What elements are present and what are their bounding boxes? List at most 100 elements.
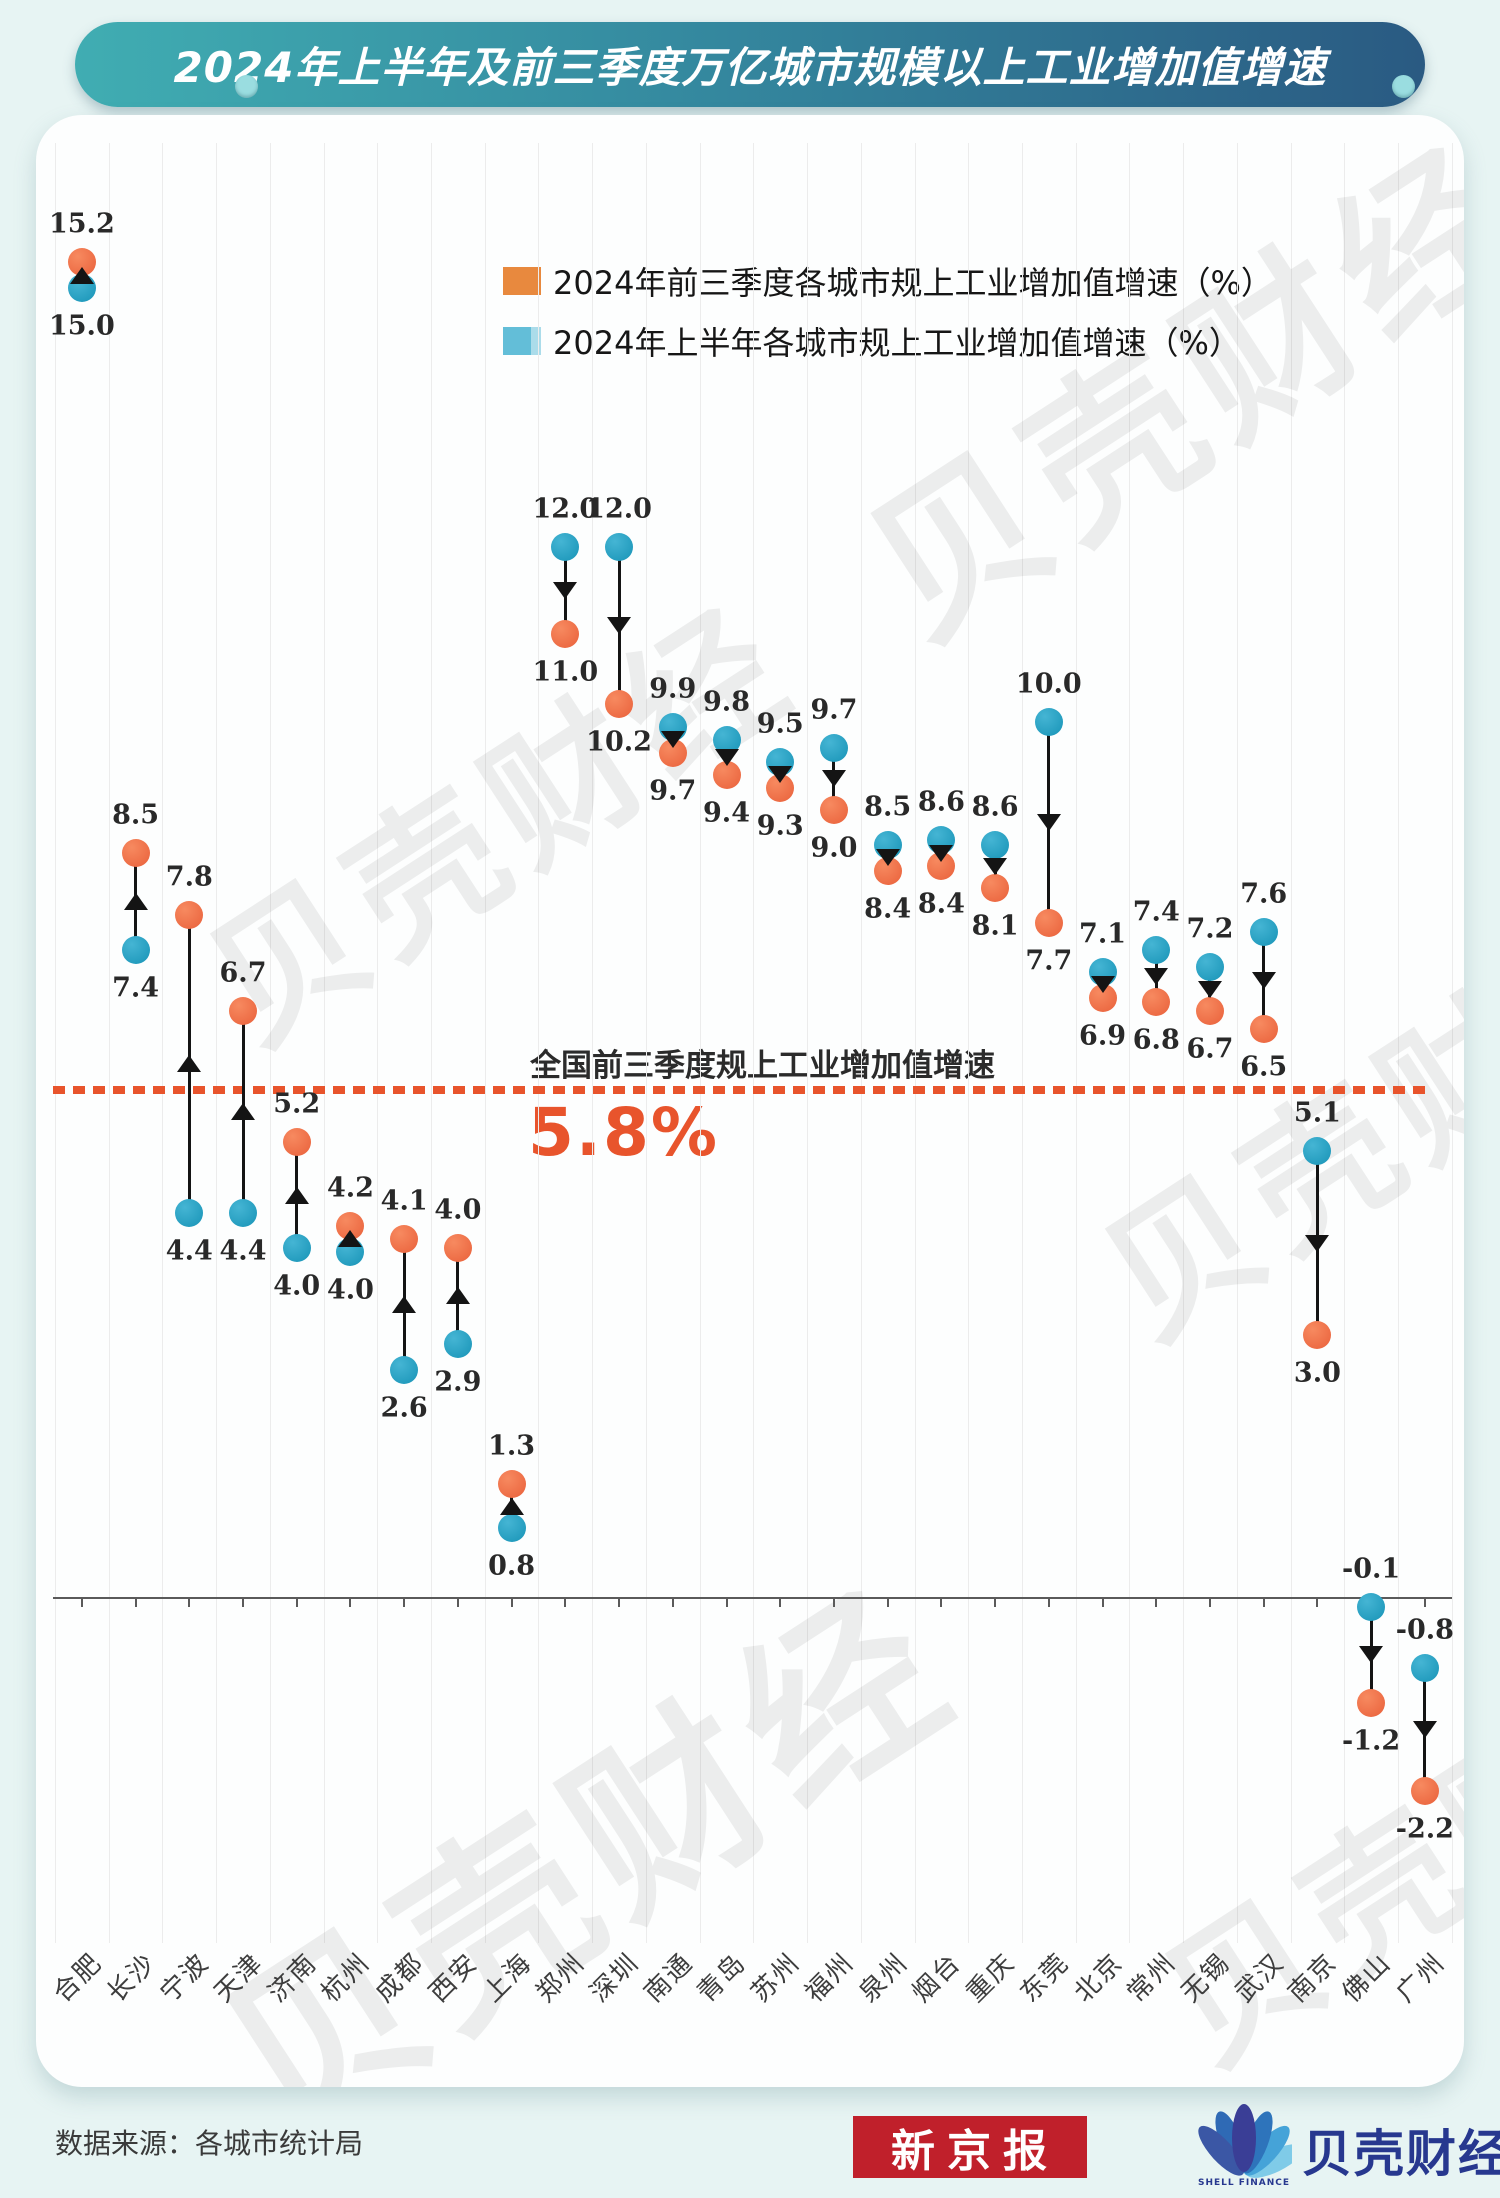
x-axis-tick [188, 1599, 191, 1607]
watermark-text: 贝壳财经 [836, 115, 1464, 677]
value-label-top-合肥: 15.2 [48, 208, 115, 240]
shell-finance-wordmark: 贝壳财经 [1302, 2125, 1500, 2183]
legend-item-q3: 2024年前三季度各城市规上工业增加值增速（%） [503, 258, 1273, 304]
gridline [377, 143, 379, 1943]
value-label-bottom-长沙: 7.4 [112, 972, 160, 1004]
trend-arrow-福州 [821, 770, 846, 788]
gridline [753, 143, 755, 1943]
x-axis-tick [242, 1599, 245, 1607]
h1-dot-济南 [282, 1233, 311, 1262]
q3-dot-无锡 [1195, 997, 1224, 1026]
trend-arrow-常州 [1144, 967, 1169, 985]
trend-arrow-济南 [284, 1186, 309, 1204]
value-label-top-重庆: 8.6 [971, 791, 1019, 823]
value-label-bottom-南通: 9.7 [649, 775, 697, 807]
trend-arrow-泉州 [875, 849, 900, 867]
gridline [108, 143, 110, 1943]
value-label-top-成都: 4.1 [380, 1185, 428, 1217]
h1-dot-无锡 [1195, 953, 1224, 982]
trend-arrow-青岛 [714, 748, 739, 766]
x-axis-tick [886, 1599, 889, 1607]
value-label-top-天津: 6.7 [219, 957, 267, 989]
gridline [1183, 143, 1185, 1943]
q3-dot-福州 [819, 795, 848, 824]
q3-dot-南京 [1303, 1321, 1332, 1350]
value-label-bottom-常州: 6.8 [1132, 1024, 1180, 1056]
h1-dot-南京 [1303, 1137, 1332, 1166]
trend-arrow-烟台 [929, 844, 954, 862]
q3-dot-成都 [390, 1224, 419, 1253]
h1-dot-常州 [1142, 935, 1171, 964]
trend-arrow-南京 [1305, 1234, 1330, 1252]
shell-icon: SHELL FINANCE [1196, 2104, 1303, 2188]
x-axis-tick [779, 1599, 782, 1607]
trend-arrow-重庆 [983, 858, 1008, 876]
x-axis-tick [1101, 1599, 1104, 1607]
value-label-bottom-重庆: 8.1 [971, 910, 1019, 942]
gridline [860, 143, 862, 1943]
value-label-bottom-济南: 4.0 [273, 1270, 321, 1302]
gridline [216, 143, 218, 1943]
x-axis-tick [832, 1599, 835, 1607]
city-label-青岛: 青岛 [692, 1947, 753, 2009]
x-axis-line [53, 1597, 1452, 1599]
gridline [1451, 143, 1453, 1943]
gridline [162, 143, 164, 1943]
city-label-苏州: 苏州 [745, 1947, 807, 2009]
gridline [323, 143, 325, 1943]
x-axis-tick [671, 1599, 674, 1607]
city-label-泉州: 泉州 [853, 1947, 915, 2009]
city-label-东莞: 东莞 [1014, 1947, 1076, 2009]
gridline [1398, 143, 1399, 1943]
chart-legend: 2024年前三季度各城市规上工业增加值增速（%） 2024年上半年各城市规上工业… [503, 258, 1273, 378]
city-label-长沙: 长沙 [101, 1947, 162, 2009]
gridline [269, 143, 271, 1943]
decorative-dot-left-icon [235, 75, 258, 98]
trend-arrow-武汉 [1251, 971, 1276, 989]
q3-dot-济南 [282, 1128, 311, 1157]
trend-arrow-合肥 [69, 266, 94, 284]
trend-arrow-深圳 [607, 617, 632, 635]
value-label-bottom-广州: -2.2 [1395, 1813, 1454, 1845]
x-axis-tick [940, 1599, 943, 1607]
q3-dot-深圳 [605, 690, 634, 719]
value-label-bottom-深圳: 10.2 [586, 726, 652, 758]
value-label-bottom-西安: 2.9 [434, 1366, 482, 1398]
value-label-bottom-成都: 2.6 [380, 1392, 428, 1424]
value-label-top-西安: 4.0 [434, 1194, 482, 1226]
trend-arrow-广州 [1412, 1720, 1437, 1738]
x-axis-tick [564, 1599, 567, 1607]
value-label-top-南通: 9.9 [649, 673, 697, 705]
value-label-bottom-杭州: 4.0 [326, 1274, 374, 1306]
city-label-北京: 北京 [1068, 1947, 1129, 2009]
gridline [1290, 143, 1292, 1943]
value-label-bottom-福州: 9.0 [810, 832, 858, 864]
q3-dot-佛山 [1357, 1689, 1386, 1718]
x-axis-tick [456, 1599, 459, 1607]
value-label-top-北京: 7.1 [1079, 918, 1127, 950]
h1-dot-长沙 [121, 935, 150, 964]
value-label-top-佛山: -0.1 [1342, 1553, 1401, 1585]
value-label-bottom-宁波: 4.4 [165, 1235, 213, 1267]
q3-dot-长沙 [121, 839, 150, 868]
value-label-top-上海: 1.3 [488, 1430, 536, 1462]
value-label-top-烟台: 8.6 [917, 786, 965, 818]
x-axis-tick [1155, 1599, 1158, 1607]
city-label-福州: 福州 [799, 1947, 861, 2009]
x-axis-tick [618, 1599, 621, 1607]
gridline [914, 143, 916, 1943]
q3-dot-天津 [229, 997, 258, 1026]
city-label-合肥: 合肥 [47, 1947, 109, 2009]
q3-dot-武汉 [1249, 1014, 1278, 1043]
x-axis-tick [725, 1599, 728, 1607]
h1-dot-郑州 [551, 532, 580, 561]
h1-dot-宁波 [175, 1198, 204, 1227]
value-label-top-郑州: 12.0 [532, 493, 599, 525]
x-axis-tick [403, 1599, 406, 1607]
trend-arrow-东莞 [1036, 814, 1061, 832]
h1-dot-深圳 [605, 532, 634, 561]
trend-arrow-西安 [445, 1287, 470, 1305]
trend-arrow-成都 [392, 1296, 417, 1314]
h1-dot-重庆 [981, 830, 1010, 859]
h1-dot-成都 [390, 1356, 419, 1385]
